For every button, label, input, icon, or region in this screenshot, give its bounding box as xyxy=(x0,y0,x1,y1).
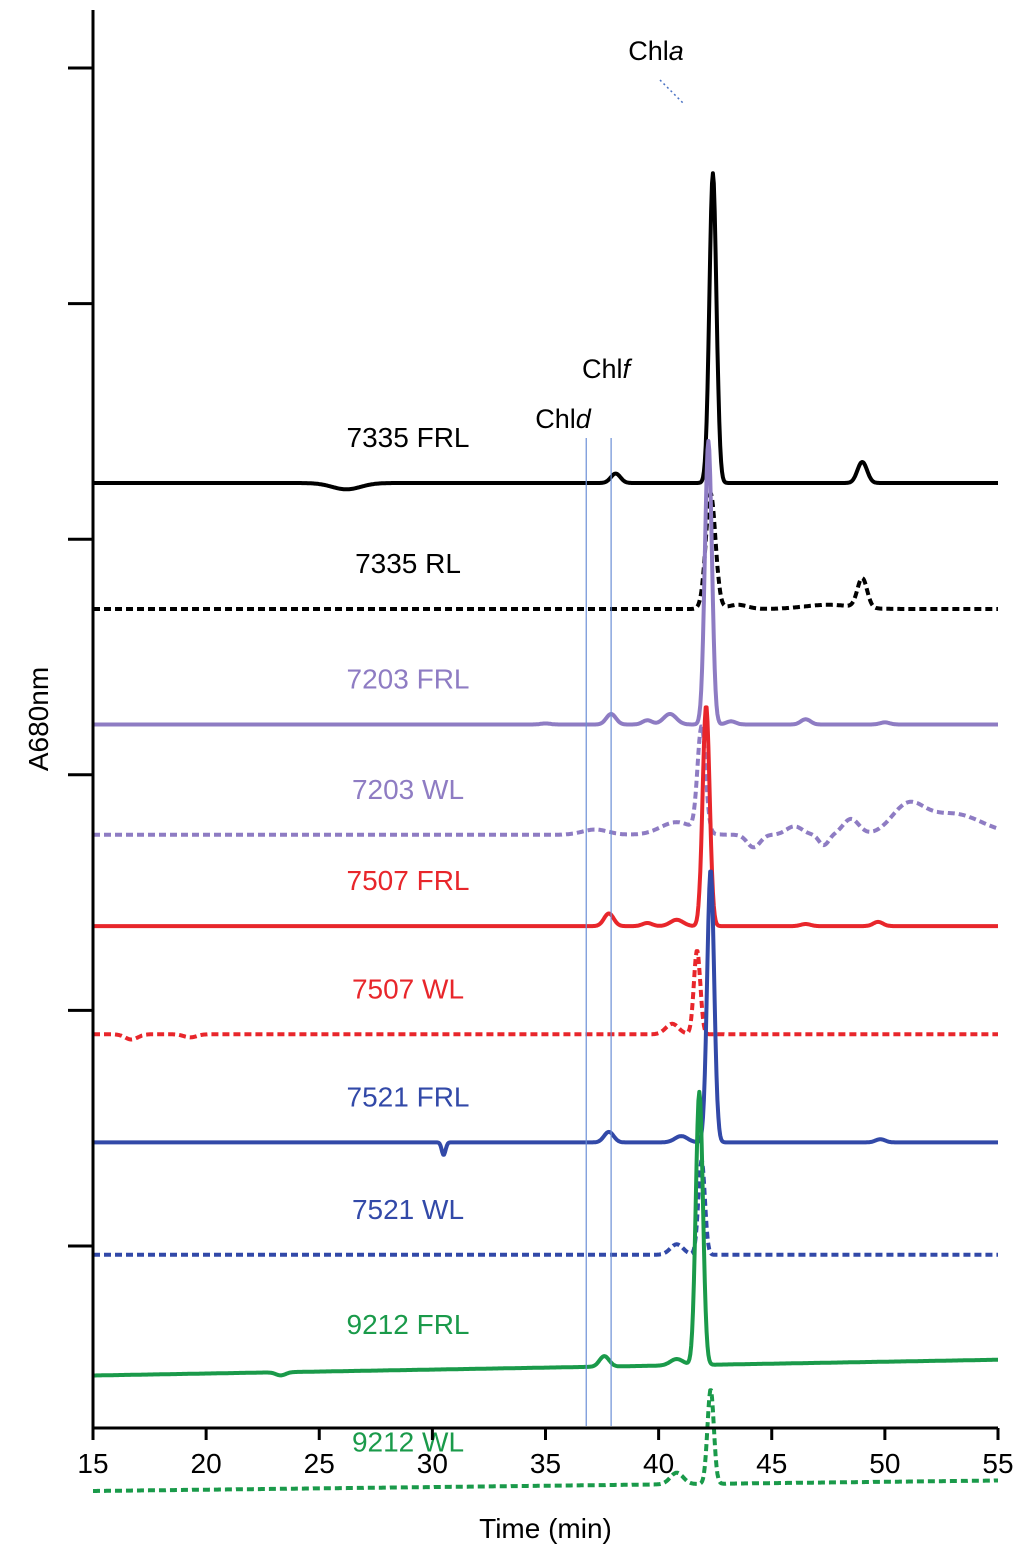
series-label-7507-frl: 7507 FRL xyxy=(347,865,470,896)
chl-d-label-prefix: Chl xyxy=(535,404,576,434)
chl-d-label-suffix: d xyxy=(576,404,592,434)
trace-7335-rl xyxy=(91,491,1000,611)
x-tick-label: 45 xyxy=(756,1448,787,1479)
trace-layer xyxy=(91,171,1000,1493)
chl-a-pointer xyxy=(659,79,685,105)
chl-a-label-prefix: Chl xyxy=(628,36,669,66)
chl-a-label: Chla xyxy=(628,36,684,66)
trace-7203-wl xyxy=(91,724,1000,850)
x-axis-title: Time (min) xyxy=(479,1513,612,1544)
x-tick-label: 30 xyxy=(417,1448,448,1479)
series-label-9212-frl: 9212 FRL xyxy=(347,1309,470,1340)
trace-9212-frl xyxy=(91,1089,1000,1378)
series-label-7507-wl: 7507 WL xyxy=(352,973,464,1004)
x-tick-label: 50 xyxy=(869,1448,900,1479)
series-label-7203-wl: 7203 WL xyxy=(352,774,464,805)
trace-7507-wl xyxy=(91,949,1000,1042)
series-label-7203-frl: 7203 FRL xyxy=(347,664,470,695)
trace-7507-frl xyxy=(91,705,1000,929)
x-tick-label: 55 xyxy=(982,1448,1013,1479)
y-tick-layer xyxy=(68,66,93,1248)
x-tick-label: 15 xyxy=(77,1448,108,1479)
trace-7203-frl xyxy=(91,439,1000,727)
chl-f-label-prefix: Chl xyxy=(582,354,623,384)
chl-a-label-suffix: a xyxy=(669,36,684,66)
chl-d-label: Chld xyxy=(535,404,592,434)
chl-f-label: Chlf xyxy=(582,354,633,384)
trace-7521-wl xyxy=(91,1159,1000,1257)
y-axis-title: A680nm xyxy=(23,667,54,771)
chl-f-label-suffix: f xyxy=(623,354,633,384)
x-tick-layer: 15 20 25 30 35 40 45 50 55 xyxy=(77,1428,1014,1479)
series-label-layer: 7335 FRL 7335 RL 7203 FRL 7203 WL 7507 FRL 75… xyxy=(347,422,470,1457)
x-tick-label: 40 xyxy=(643,1448,674,1479)
series-label-7335-frl: 7335 FRL xyxy=(347,422,470,453)
trace-7521-frl xyxy=(91,869,1000,1157)
series-label-9212-wl: 9212 WL xyxy=(352,1426,464,1457)
series-label-7335-rl: 7335 RL xyxy=(355,548,461,579)
trace-7335-frl xyxy=(91,171,1000,492)
trace-9212-wl xyxy=(91,1388,1000,1493)
series-label-7521-frl: 7521 FRL xyxy=(347,1081,470,1112)
axes-layer xyxy=(91,10,998,1430)
series-label-7521-wl: 7521 WL xyxy=(352,1194,464,1225)
x-tick-label: 25 xyxy=(304,1448,335,1479)
x-tick-label: 35 xyxy=(530,1448,561,1479)
x-tick-label: 20 xyxy=(191,1448,222,1479)
